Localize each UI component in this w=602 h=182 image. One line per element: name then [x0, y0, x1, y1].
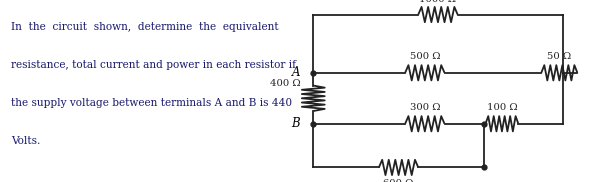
Text: Volts.: Volts. [11, 136, 40, 147]
Text: 50 Ω: 50 Ω [547, 52, 571, 61]
Text: 100 Ω: 100 Ω [486, 103, 517, 112]
Text: the supply voltage between terminals A and B is 440: the supply voltage between terminals A a… [11, 98, 292, 108]
Text: A: A [291, 66, 300, 79]
Text: resistance, total current and power in each resistor if: resistance, total current and power in e… [11, 60, 296, 70]
Text: 300 Ω: 300 Ω [409, 103, 440, 112]
Text: 500 Ω: 500 Ω [409, 52, 440, 61]
Text: 600 Ω: 600 Ω [383, 179, 414, 182]
Text: B: B [291, 117, 300, 130]
Text: 400 Ω: 400 Ω [270, 79, 300, 88]
Text: 1000 Ω: 1000 Ω [420, 0, 456, 4]
Text: In  the  circuit  shown,  determine  the  equivalent: In the circuit shown, determine the equi… [11, 22, 279, 32]
